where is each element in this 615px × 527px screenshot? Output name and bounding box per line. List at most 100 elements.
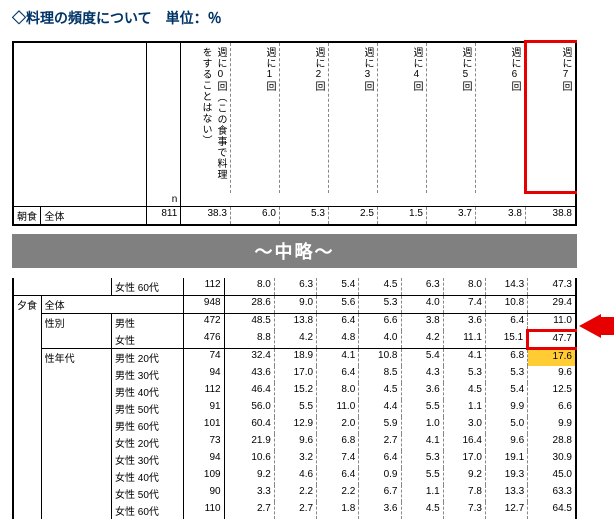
n-column-label: n — [146, 193, 181, 207]
cell: 5.6 — [317, 295, 359, 313]
col-header-1: 週に1回 — [230, 42, 279, 193]
cell: 6.4 — [317, 468, 359, 485]
cell: 0.9 — [359, 468, 401, 485]
cell-n: 472 — [184, 313, 224, 331]
cell: 6.7 — [359, 485, 401, 502]
cell: 12.5 — [528, 383, 576, 400]
highlighted-cell: 47.7 — [528, 331, 576, 349]
page-title: ◇料理の頻度について 単位：％ — [12, 8, 603, 28]
cell: 6.3 — [401, 278, 443, 296]
col-header-5: 週に5回 — [426, 42, 475, 193]
frequency-table-dinner: 女性 60代1128.06.35.44.56.38.014.347.3夕食全体9… — [12, 278, 577, 519]
cell: 5.5 — [274, 400, 316, 417]
cell: 5.3 — [401, 451, 443, 468]
cell: 7.4 — [317, 451, 359, 468]
cell: 10.8 — [485, 295, 527, 313]
cell: 5.3 — [279, 206, 328, 225]
cell: 9.0 — [274, 295, 316, 313]
cell: 30.9 — [528, 451, 576, 468]
cell: 3.6 — [443, 313, 485, 331]
row-label: 女性 20代 — [112, 434, 184, 451]
cell-n: 112 — [184, 383, 224, 400]
row-label: 女性 60代 — [112, 278, 184, 296]
meal-label-breakfast: 朝食 — [13, 206, 41, 225]
cell: 5.4 — [401, 348, 443, 366]
cell: 28.8 — [528, 434, 576, 451]
table-row: 性年代男性 20代7432.418.94.110.85.44.16.817.6 — [13, 348, 576, 366]
cell: 6.4 — [317, 313, 359, 331]
cell: 56.0 — [224, 400, 274, 417]
cell: 7.8 — [443, 485, 485, 502]
cell: 4.1 — [443, 348, 485, 366]
cell: 2.0 — [317, 417, 359, 434]
cell: 5.4 — [485, 383, 527, 400]
cell-n: 74 — [184, 348, 224, 366]
cell: 45.0 — [528, 468, 576, 485]
cell: 14.3 — [485, 278, 527, 296]
cell-n: 94 — [184, 366, 224, 383]
cell: 4.3 — [401, 366, 443, 383]
row-label: 女性 40代 — [112, 468, 184, 485]
row-label: 全体 — [41, 206, 146, 225]
cell: 3.6 — [401, 383, 443, 400]
group-label: 性年代 — [41, 348, 111, 519]
cell: 28.6 — [224, 295, 274, 313]
row-label: 全体 — [41, 295, 184, 313]
cell: 16.4 — [443, 434, 485, 451]
row-label: 女性 30代 — [112, 451, 184, 468]
cell: 17.0 — [274, 366, 316, 383]
cell: 6.4 — [359, 451, 401, 468]
cell: 1.1 — [401, 485, 443, 502]
cell: 4.6 — [274, 468, 316, 485]
cell: 5.9 — [359, 417, 401, 434]
cell: 9.2 — [443, 468, 485, 485]
cell: 13.8 — [274, 313, 316, 331]
col-header-6: 週に6回 — [475, 42, 525, 193]
cell-n: 112 — [184, 278, 224, 296]
cell: 4.5 — [359, 278, 401, 296]
cell: 63.3 — [528, 485, 576, 502]
cell: 8.8 — [224, 331, 274, 349]
cell: 11.1 — [443, 331, 485, 349]
cell: 1.1 — [443, 400, 485, 417]
cell: 11.0 — [317, 400, 359, 417]
cell: 17.0 — [443, 451, 485, 468]
row-label: 男性 50代 — [112, 400, 184, 417]
cell: 5.3 — [443, 366, 485, 383]
cell: 4.1 — [401, 434, 443, 451]
cell: 7.4 — [443, 295, 485, 313]
cell-n: 90 — [184, 485, 224, 502]
cell: 19.3 — [485, 468, 527, 485]
cell: 1.5 — [377, 206, 426, 225]
cell: 3.7 — [426, 206, 475, 225]
cell: 6.4 — [317, 366, 359, 383]
cell: 9.6 — [485, 434, 527, 451]
cell-n: 91 — [184, 400, 224, 417]
row-label: 女性 50代 — [112, 485, 184, 502]
cell: 5.0 — [485, 417, 527, 434]
row-label: 女性 — [112, 331, 184, 349]
col-header-2: 週に2回 — [279, 42, 328, 193]
cell: 10.8 — [359, 348, 401, 366]
cell: 2.5 — [328, 206, 377, 225]
cell-n: 476 — [184, 331, 224, 349]
row-label: 男性 20代 — [112, 348, 184, 366]
cell: 5.5 — [401, 468, 443, 485]
cell: 8.0 — [224, 278, 274, 296]
cell: 4.8 — [317, 331, 359, 349]
cell: 12.9 — [274, 417, 316, 434]
cell: 6.6 — [528, 400, 576, 417]
cell: 3.3 — [224, 485, 274, 502]
cell: 8.0 — [443, 278, 485, 296]
table-row: 夕食全体94828.69.05.65.34.07.410.829.4 — [13, 295, 576, 313]
cell — [73, 278, 111, 296]
cell: 4.0 — [359, 331, 401, 349]
cell-n: 101 — [184, 417, 224, 434]
row-label: 男性 — [112, 313, 184, 331]
cell: 60.4 — [224, 417, 274, 434]
cell: 38.3 — [181, 206, 231, 225]
cell — [41, 278, 73, 296]
cell: 6.4 — [485, 313, 527, 331]
cell-n: 811 — [146, 206, 181, 225]
cell: 17.6 — [528, 348, 576, 366]
